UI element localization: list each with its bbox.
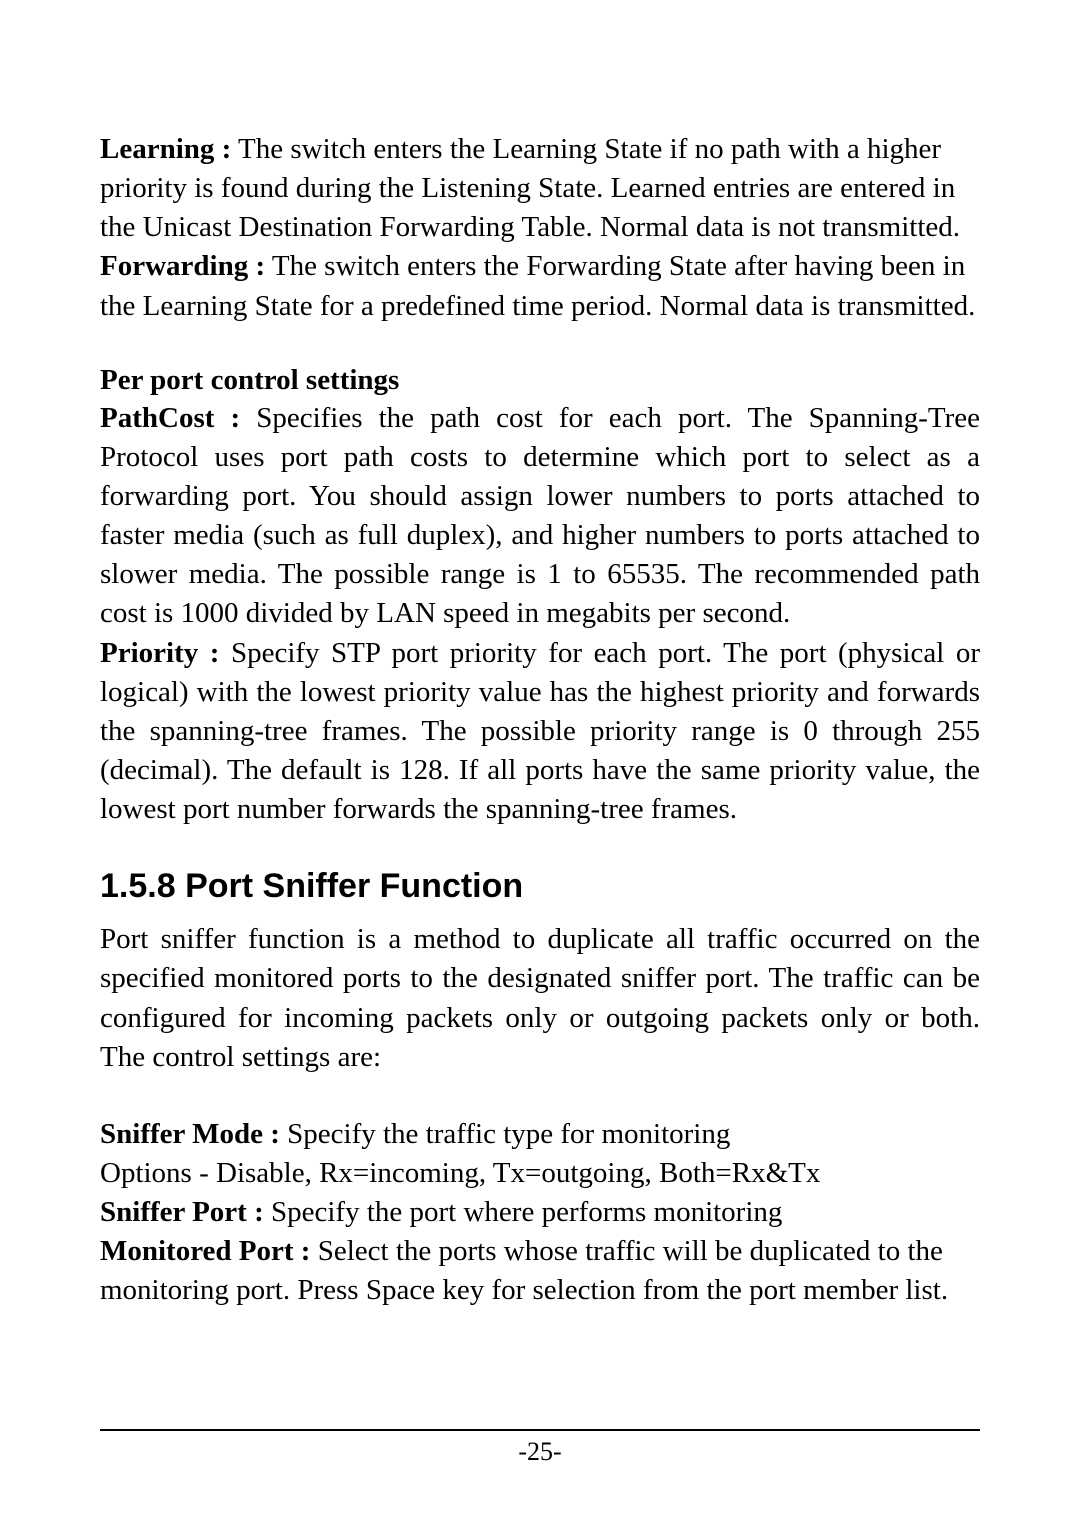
priority-paragraph: Priority : Specify STP port priority for… bbox=[100, 634, 980, 830]
pathcost-text: Specifies the path cost for each port. T… bbox=[100, 402, 980, 630]
sniffer-intro: Port sniffer function is a method to dup… bbox=[100, 920, 980, 1077]
pathcost-paragraph: PathCost : Specifies the path cost for e… bbox=[100, 399, 980, 634]
forwarding-paragraph: Forwarding : The switch enters the Forwa… bbox=[100, 247, 980, 325]
sniffer-mode-label: Sniffer Mode : bbox=[100, 1118, 280, 1150]
forwarding-label: Forwarding : bbox=[100, 250, 265, 282]
page-footer: -25- bbox=[100, 1429, 980, 1467]
options-paragraph: Options - Disable, Rx=incoming, Tx=outgo… bbox=[100, 1154, 980, 1193]
pathcost-label: PathCost : bbox=[100, 402, 240, 434]
learning-label: Learning : bbox=[100, 133, 231, 165]
sniffer-port-paragraph: Sniffer Port : Specify the port where pe… bbox=[100, 1193, 980, 1232]
per-port-block: Per port control settings PathCost : Spe… bbox=[100, 364, 980, 830]
sniffer-port-label: Sniffer Port : bbox=[100, 1196, 264, 1228]
page-number: -25- bbox=[518, 1437, 561, 1466]
monitored-port-paragraph: Monitored Port : Select the ports whose … bbox=[100, 1232, 980, 1310]
per-port-heading: Per port control settings bbox=[100, 364, 980, 397]
priority-label: Priority : bbox=[100, 637, 219, 669]
priority-text: Specify STP port priority for each port.… bbox=[100, 637, 980, 826]
sniffer-settings-block: Sniffer Mode : Specify the traffic type … bbox=[100, 1115, 980, 1311]
sniffer-port-text: Specify the port where performs monitori… bbox=[264, 1196, 783, 1228]
sniffer-mode-text: Specify the traffic type for monitoring bbox=[280, 1118, 730, 1150]
states-block: Learning : The switch enters the Learnin… bbox=[100, 130, 980, 326]
monitored-port-label: Monitored Port : bbox=[100, 1235, 310, 1267]
footer-rule bbox=[100, 1429, 980, 1431]
section-heading: 1.5.8 Port Sniffer Function bbox=[100, 867, 980, 906]
learning-paragraph: Learning : The switch enters the Learnin… bbox=[100, 130, 980, 247]
sniffer-intro-block: Port sniffer function is a method to dup… bbox=[100, 920, 980, 1077]
sniffer-mode-paragraph: Sniffer Mode : Specify the traffic type … bbox=[100, 1115, 980, 1154]
